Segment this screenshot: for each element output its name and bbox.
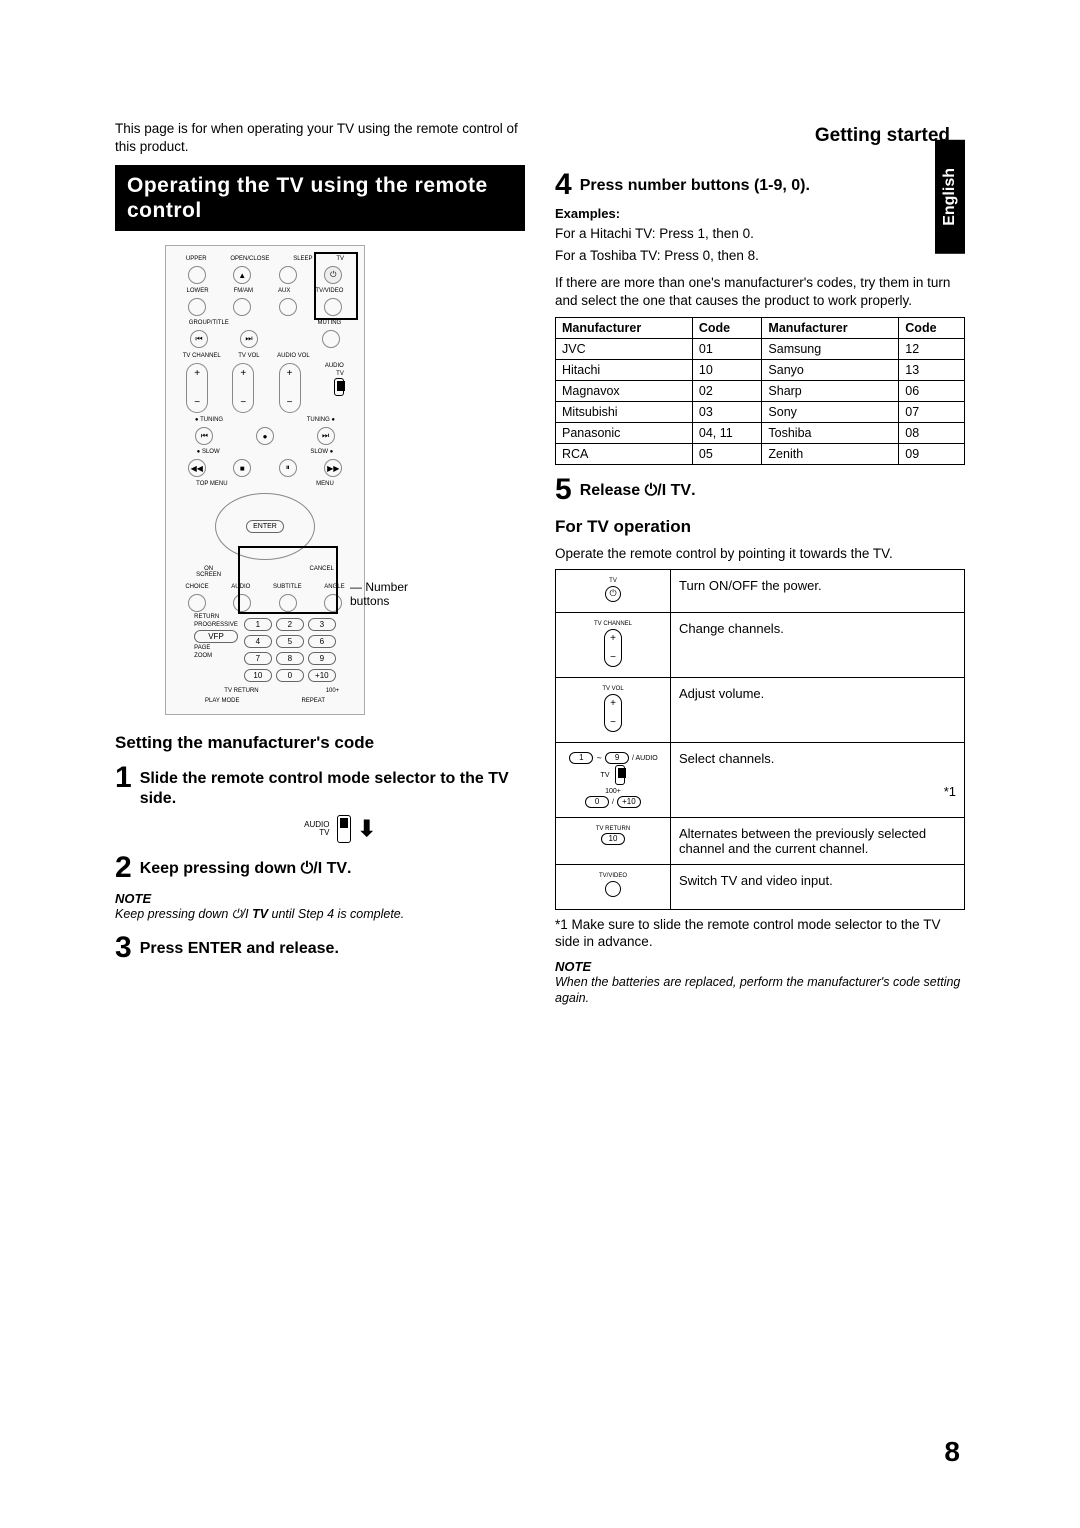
table-header: Code — [692, 318, 762, 339]
op-icon-cell: TV/VIDEO — [556, 864, 671, 909]
table-cell: Mitsubishi — [556, 402, 693, 423]
intro-text: This page is for when operating your TV … — [115, 120, 525, 155]
table-cell: 13 — [899, 360, 965, 381]
table-cell: 05 — [692, 444, 762, 465]
manufacturer-code-table: Manufacturer Code Manufacturer Code JVC0… — [555, 317, 965, 465]
table-cell: JVC — [556, 339, 693, 360]
tv-operation-table: TV⏻Turn ON/OFF the power.TV CHANNEL+−Cha… — [555, 569, 965, 910]
step-text: Slide the remote control mode selector t… — [140, 763, 525, 809]
note-label: NOTE — [115, 891, 525, 906]
table-header: Code — [899, 318, 965, 339]
step-text: Press ENTER and release. — [140, 933, 339, 959]
table-cell: 12 — [899, 339, 965, 360]
op-intro: Operate the remote control by pointing i… — [555, 545, 965, 563]
op-desc-cell: Change channels. — [671, 612, 965, 677]
examples-label: Examples: — [555, 206, 965, 221]
op-desc-cell: Select channels.*1 — [671, 742, 965, 817]
table-cell: Toshiba — [762, 423, 899, 444]
table-cell: Sony — [762, 402, 899, 423]
table-cell: Sharp — [762, 381, 899, 402]
subheading-setting-code: Setting the manufacturer's code — [115, 733, 525, 753]
op-icon-cell: TV VOL+− — [556, 677, 671, 742]
op-icon-cell: TV⏻ — [556, 569, 671, 612]
multi-code-note: If there are more than one's manufacture… — [555, 274, 965, 309]
step-text: Press number buttons (1-9, 0). — [580, 170, 810, 196]
table-header: Manufacturer — [762, 318, 899, 339]
section-title: Operating the TV using the remote contro… — [115, 165, 525, 231]
section-header: Getting started — [815, 125, 950, 147]
subheading-tv-operation: For TV operation — [555, 517, 965, 537]
op-icon-cell: 1 ∼ 9 / AUDIOTV 100+0 / +10 — [556, 742, 671, 817]
table-cell: 06 — [899, 381, 965, 402]
step-number: 4 — [555, 170, 572, 200]
example-line: For a Hitachi TV: Press 1, then 0. — [555, 225, 965, 243]
step-text: Release ⏻/I TV. — [580, 475, 696, 501]
op-desc-cell: Switch TV and video input. — [671, 864, 965, 909]
step-3: 3 Press ENTER and release. — [115, 933, 525, 963]
op-icon-cell: TV CHANNEL+− — [556, 612, 671, 677]
op-desc-cell: Alternates between the previously select… — [671, 817, 965, 864]
page-number: 8 — [944, 1436, 960, 1468]
step-2: 2 Keep pressing down ⏻/I TV. — [115, 853, 525, 883]
op-desc-cell: Turn ON/OFF the power. — [671, 569, 965, 612]
language-tab: English — [935, 140, 965, 254]
note-text: When the batteries are replaced, perform… — [555, 974, 965, 1007]
table-cell: RCA — [556, 444, 693, 465]
step-number: 1 — [115, 763, 132, 793]
table-header: Manufacturer — [556, 318, 693, 339]
op-icon-cell: TV RETURN10 — [556, 817, 671, 864]
table-cell: Zenith — [762, 444, 899, 465]
table-cell: 04, 11 — [692, 423, 762, 444]
example-line: For a Toshiba TV: Press 0, then 8. — [555, 247, 965, 265]
table-cell: 10 — [692, 360, 762, 381]
note-label: NOTE — [555, 959, 965, 974]
step-text: Keep pressing down ⏻/I TV. — [140, 853, 352, 879]
step-4: 4 Press number buttons (1-9, 0). — [555, 170, 965, 200]
table-cell: 01 — [692, 339, 762, 360]
slider-switch-icon: AUDIOTV ⬇ — [155, 815, 525, 843]
step-number: 3 — [115, 933, 132, 963]
footnote: *1 Make sure to slide the remote control… — [555, 916, 965, 951]
op-desc-cell: Adjust volume. — [671, 677, 965, 742]
table-cell: 07 — [899, 402, 965, 423]
table-cell: Hitachi — [556, 360, 693, 381]
table-cell: Sanyo — [762, 360, 899, 381]
table-cell: 03 — [692, 402, 762, 423]
step-number: 2 — [115, 853, 132, 883]
remote-diagram: UPPEROPEN/CLOSESLEEPTV ▲⏻ LOWERFM/AMAUXT… — [165, 245, 365, 715]
table-cell: Samsung — [762, 339, 899, 360]
table-cell: 02 — [692, 381, 762, 402]
step-1: 1 Slide the remote control mode selector… — [115, 763, 525, 809]
table-cell: Panasonic — [556, 423, 693, 444]
step-number: 5 — [555, 475, 572, 505]
note-text: Keep pressing down ⏻/I TV until Step 4 i… — [115, 906, 525, 922]
table-cell: 09 — [899, 444, 965, 465]
left-column: This page is for when operating your TV … — [115, 120, 525, 1006]
table-cell: Magnavox — [556, 381, 693, 402]
step-5: 5 Release ⏻/I TV. — [555, 475, 965, 505]
right-column: 4 Press number buttons (1-9, 0). Example… — [555, 160, 965, 1006]
table-cell: 08 — [899, 423, 965, 444]
number-buttons-callout: — Number buttons — [350, 580, 410, 608]
